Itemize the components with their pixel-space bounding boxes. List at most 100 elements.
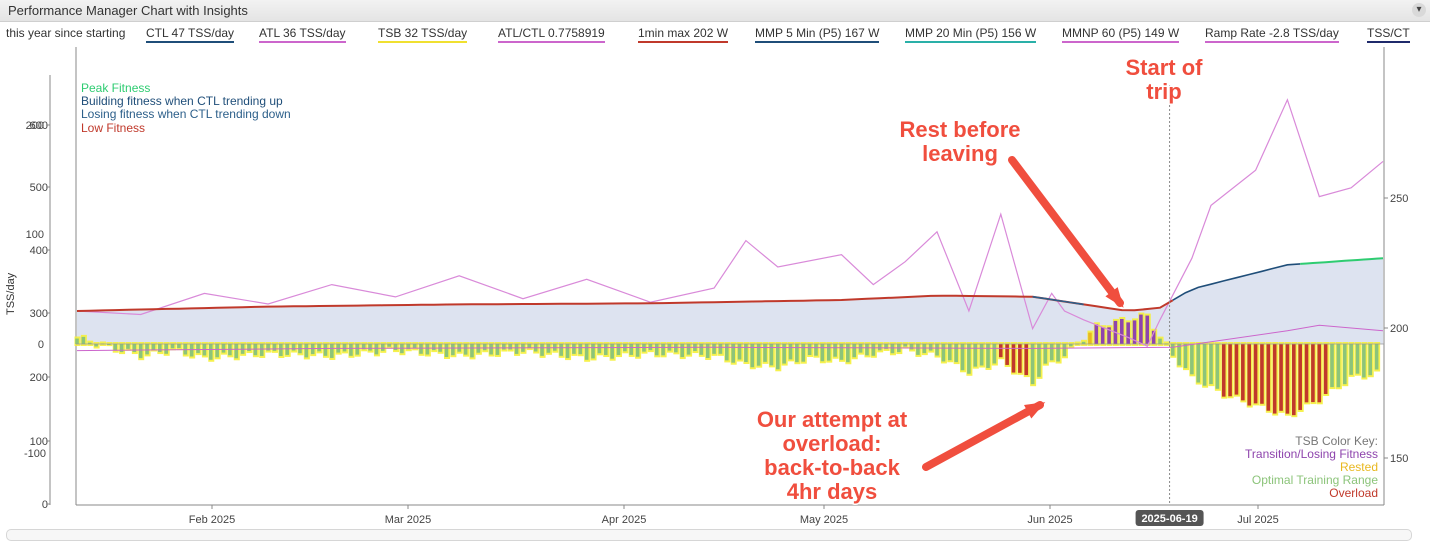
tsb-bar <box>616 344 621 356</box>
date-cursor-label: 2025-06-19 <box>1141 513 1197 525</box>
tsb-bar <box>215 344 219 358</box>
tsb-bar <box>374 344 379 355</box>
tsb-bar <box>393 344 398 351</box>
tsb-bar <box>527 344 532 349</box>
tsb-bar <box>177 344 181 349</box>
legend-item[interactable]: CTL 47 TSS/day <box>146 26 235 43</box>
tsb-bar <box>1183 344 1188 369</box>
tsb-bar <box>540 344 544 356</box>
tsb-bar <box>928 344 933 351</box>
tsb-bar <box>1362 344 1366 378</box>
legend-item-underline <box>905 41 1037 43</box>
tsb-bar <box>578 344 583 355</box>
tsb-key-title: TSB Color Key: <box>1295 434 1378 448</box>
tsb-bar <box>419 344 423 354</box>
tsb-bar <box>368 344 372 351</box>
tsb-bar <box>444 344 449 357</box>
x-tick-label: Apr 2025 <box>602 514 647 526</box>
legend-item[interactable]: ATL/CTL 0.7758919 <box>498 26 605 43</box>
rest-arrow <box>1008 156 1124 307</box>
legend-item[interactable]: Ramp Rate -2.8 TSS/day <box>1205 26 1339 43</box>
horizontal-scrollbar[interactable] <box>6 529 1412 541</box>
tsb-bar <box>960 344 965 371</box>
legend-item[interactable]: MMP 20 Min (P5) 156 W <box>905 26 1037 43</box>
legend-item[interactable]: 1min max 202 W <box>638 26 729 43</box>
tsb-bar <box>884 344 888 349</box>
tsb-bar <box>890 344 895 354</box>
tsb-bar <box>903 344 907 347</box>
tsb-bar <box>795 344 799 363</box>
tsb-bar <box>1285 344 1290 414</box>
tsb-bar <box>1234 344 1239 395</box>
legend-item[interactable]: TSB 32 TSS/day <box>378 26 468 43</box>
tsb-bar <box>342 344 347 352</box>
tsb-bar <box>597 344 602 354</box>
x-tick-label: Feb 2025 <box>189 514 235 526</box>
tsb-bar <box>1011 344 1016 373</box>
y-tick-label-inner: 200 <box>26 120 44 132</box>
tsb-bar <box>680 344 685 358</box>
tsb-bar <box>81 336 86 344</box>
tsb-bar <box>126 344 130 349</box>
y-tick-label-outer: 200 <box>30 372 48 384</box>
tsb-bar <box>75 338 79 344</box>
y-tick-label-outer: 600 <box>30 120 48 132</box>
tsb-bar <box>1374 344 1379 370</box>
tsb-bar <box>291 344 296 351</box>
legend-item-underline <box>638 41 729 43</box>
tsb-bar <box>992 344 997 364</box>
tsb-bar <box>208 344 213 360</box>
tsb-bar <box>846 344 850 363</box>
ctl-fill-area <box>77 258 1383 344</box>
tsb-bar <box>1368 344 1373 376</box>
tsb-bar <box>877 344 882 351</box>
ctl-peak-line <box>1300 257 1384 265</box>
tsb-bar <box>820 344 825 362</box>
legend-item[interactable]: TSS/CT <box>1367 26 1410 43</box>
tsb-bar <box>1139 314 1143 344</box>
tsb-bar <box>973 344 978 367</box>
tsb-bar <box>775 344 780 370</box>
tsb-bar <box>922 344 927 354</box>
tsb-bar <box>1158 338 1162 344</box>
tsb-bar <box>1024 344 1029 376</box>
tsb-bar <box>559 344 563 356</box>
tsb-bar <box>489 344 493 355</box>
tsb-bar <box>814 344 818 356</box>
tsb-bar <box>782 344 786 364</box>
tsb-bar <box>1221 344 1226 397</box>
chevron-down-icon[interactable]: ▾ <box>1412 3 1426 17</box>
tsb-bar <box>1069 344 1073 347</box>
tsb-bar <box>1107 327 1111 344</box>
tsb-bar <box>1177 344 1181 366</box>
annotation-text: Start of trip <box>1126 55 1204 104</box>
tsb-bar <box>737 344 742 360</box>
tsb-bar <box>858 344 863 353</box>
legend-item[interactable]: ATL 36 TSS/day <box>259 26 346 43</box>
tsb-bar <box>801 344 806 362</box>
tsb-bar <box>1018 344 1022 373</box>
y-tick-label-outer: 400 <box>30 245 48 257</box>
tsb-bar <box>807 344 812 356</box>
tsb-bar <box>1349 344 1353 375</box>
x-tick-label: Mar 2025 <box>385 514 431 526</box>
legend-bar: this year since starting CTL 47 TSS/day A… <box>0 23 1430 45</box>
tsb-bars <box>74 312 1381 418</box>
tsb-bar <box>132 344 137 353</box>
legend-item-underline <box>498 41 605 43</box>
tsb-bar <box>546 344 551 353</box>
tsb-bar <box>1100 327 1105 344</box>
tsb-bar <box>514 344 519 354</box>
tsb-bar <box>865 344 869 356</box>
tsb-bar <box>1336 344 1341 388</box>
tsb-bar <box>935 344 939 356</box>
legend-period-label[interactable]: this year since starting <box>6 26 126 40</box>
tsb-bar <box>1247 344 1252 406</box>
legend-item[interactable]: MMP 5 Min (P5) 167 W <box>755 26 880 43</box>
tsb-bar <box>330 344 334 358</box>
tsb-bar <box>718 344 723 354</box>
tsb-bar <box>954 344 958 363</box>
tsb-bar <box>750 344 755 368</box>
tsb-bar <box>196 344 200 354</box>
legend-item[interactable]: MMNP 60 (P5) 149 W <box>1062 26 1180 43</box>
